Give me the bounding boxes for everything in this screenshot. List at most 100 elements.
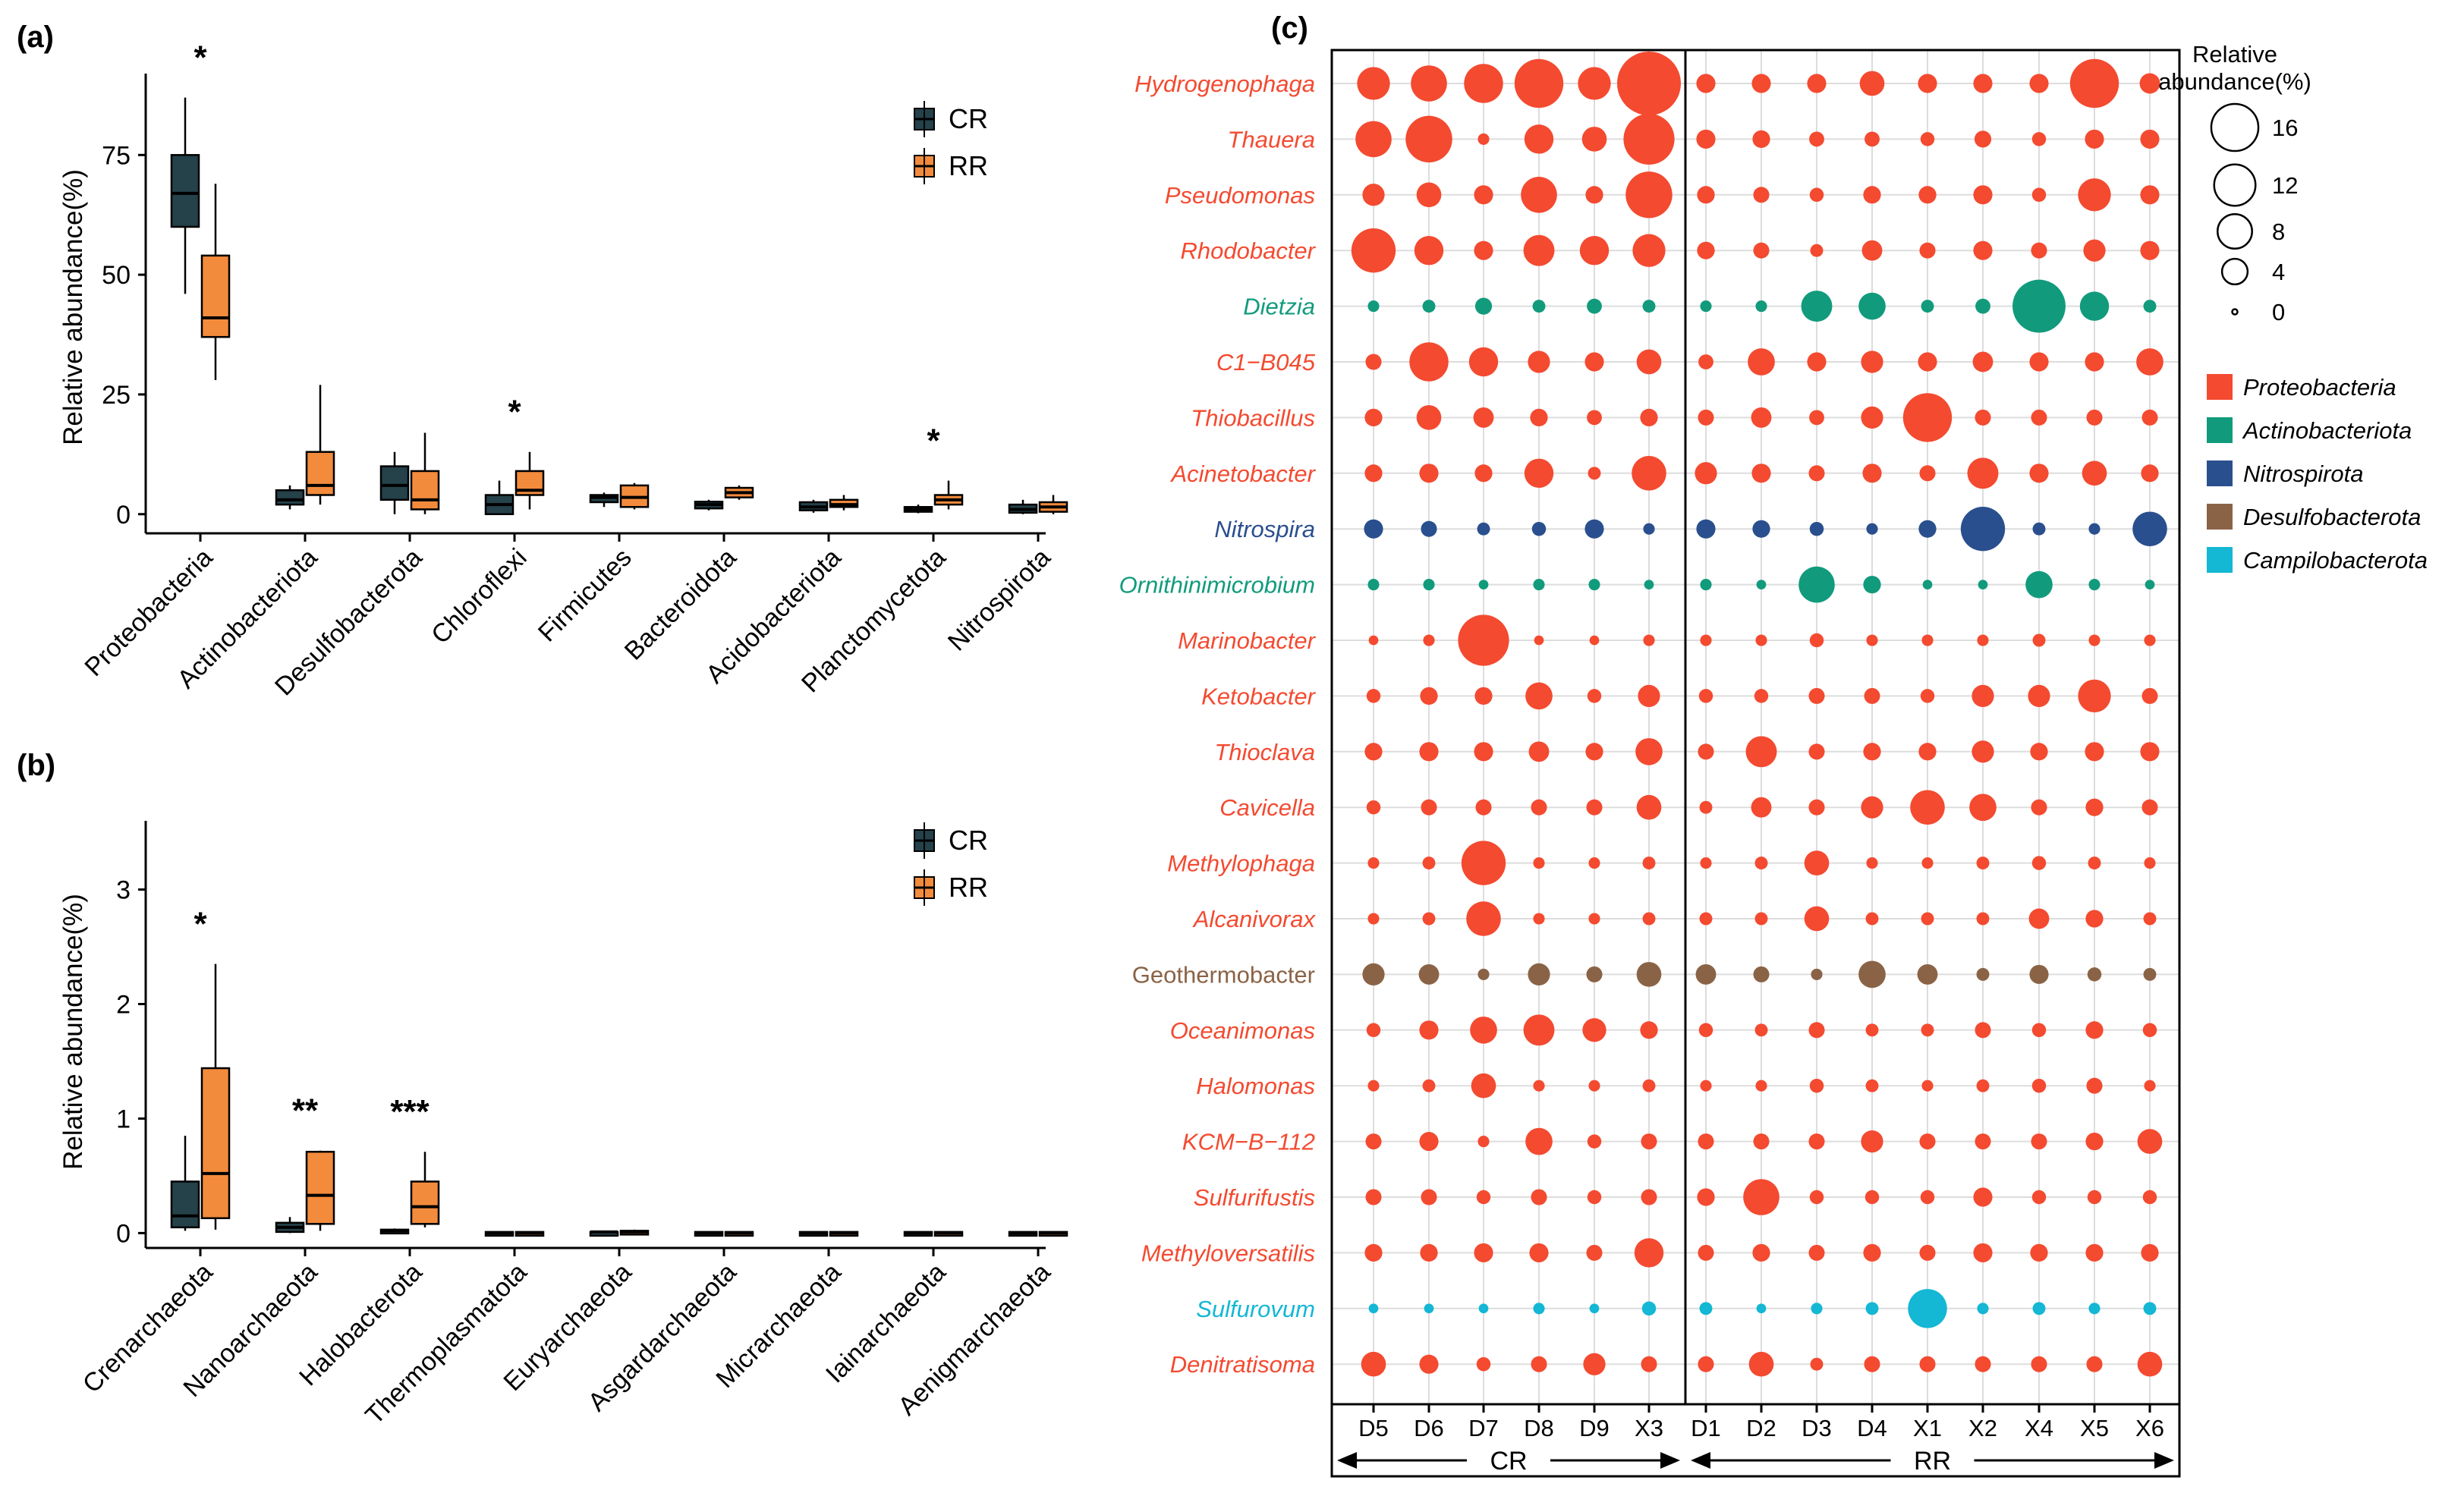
bubble-acinetobacter-x4 (2029, 464, 2049, 483)
bubble-sulfurovum-x4 (2032, 1302, 2046, 1315)
bubble-marinobacter-d5 (1368, 635, 1379, 646)
bubble-thiobacillus-d7 (1473, 407, 1494, 428)
bubble-thauera-x3 (1623, 113, 1675, 165)
panel-a-legend-cr-label: CR (949, 103, 988, 134)
bubble-hydrogenophaga-d7 (1464, 64, 1503, 103)
bubble-rhodobacter-x2 (1973, 240, 1993, 260)
bubble-ornithinimicrobium-d1 (1700, 579, 1712, 591)
bubble-ketobacter-x6 (2141, 687, 2158, 704)
bubble-methyloversatilis-d8 (1529, 1243, 1549, 1262)
bubble-dietzia-x4 (2012, 279, 2066, 333)
sample-label-x4: X4 (2025, 1415, 2053, 1441)
size-legend-circle (2231, 308, 2239, 316)
bubble-sulfurifustis-d8 (1531, 1189, 1547, 1205)
bubble-halomonas-d4 (1865, 1079, 1879, 1092)
b-significance-mark: *** (390, 1093, 430, 1130)
bubble-dietzia-d4 (1858, 292, 1886, 320)
bubble-acinetobacter-d8 (1524, 458, 1554, 489)
bubble-geothermobacter-x4 (2029, 964, 2049, 984)
size-legend-title-2: abundance(%) (2158, 68, 2311, 95)
bubble-sulfurovum-x5 (2088, 1303, 2101, 1315)
sample-label-d9: D9 (1579, 1415, 1610, 1441)
bubble-geothermobacter-d7 (1477, 968, 1490, 980)
bubble-methylophaga-d6 (1422, 857, 1436, 870)
bubble-hydrogenophaga-x2 (1973, 74, 1993, 93)
bubble-oceanimonas-d6 (1419, 1020, 1439, 1040)
bubble-oceanimonas-d1 (1698, 1023, 1713, 1038)
size-legend-circle (2217, 213, 2253, 250)
bubble-pseudomonas-d7 (1474, 185, 1493, 205)
bubble-oceanimonas-x4 (2031, 1023, 2047, 1038)
bubble-dietzia-d5 (1367, 300, 1380, 313)
sample-label-x3: X3 (1635, 1415, 1663, 1441)
panel-a-legend: CR RR (914, 101, 988, 184)
bubble-sulfurifustis-d1 (1697, 1188, 1715, 1206)
bubble-marinobacter-d7 (1458, 614, 1509, 666)
bubble-rhodobacter-d1 (1697, 241, 1715, 259)
panel-a-legend-rr-label: RR (949, 150, 988, 181)
bubble-rhodobacter-x3 (1632, 234, 1666, 267)
bubble-thauera-x5 (2085, 129, 2104, 149)
bubble-rhodobacter-d2 (1753, 242, 1770, 259)
b-ytick-label: 0 (116, 1219, 131, 1248)
bubble-oceanimonas-x5 (2085, 1021, 2104, 1039)
bubble-kcm−b−112-d7 (1477, 1136, 1490, 1148)
bubble-alcanivorax-d6 (1422, 912, 1436, 926)
a-ytick-label: 50 (102, 261, 131, 290)
bubble-marinobacter-d9 (1589, 635, 1600, 646)
bubble-acinetobacter-d3 (1808, 465, 1825, 482)
b-box-cr (170, 1180, 200, 1229)
sample-label-x1: X1 (1913, 1415, 1942, 1441)
bubble-ornithinimicrobium-x5 (2088, 579, 2101, 591)
bubble-methylophaga-d5 (1367, 857, 1380, 869)
bubble-geothermobacter-d2 (1753, 966, 1770, 982)
bubble-denitratisoma-x3 (1641, 1356, 1657, 1372)
bubble-pseudomonas-d1 (1697, 186, 1715, 204)
bubble-nitrospira-x3 (1643, 523, 1655, 535)
bubble-alcanivorax-d2 (1754, 912, 1768, 926)
sample-label-x2: X2 (1968, 1415, 1997, 1441)
bubble-sulfurovum-x6 (2143, 1302, 2157, 1315)
bubble-dietzia-d6 (1422, 300, 1436, 313)
bubble-dietzia-x6 (2143, 300, 2157, 313)
bubble-thioclava-d9 (1585, 743, 1603, 761)
b-ytick-label: 1 (116, 1105, 131, 1133)
bubble-hydrogenophaga-d3 (1807, 74, 1827, 93)
bubble-nitrospira-x4 (2032, 522, 2046, 536)
bubble-alcanivorax-x5 (2085, 910, 2104, 928)
bubble-kcm−b−112-d4 (1861, 1130, 1883, 1153)
bubble-cavicella-x6 (2141, 799, 2158, 816)
bubble-thioclava-x6 (2140, 742, 2160, 762)
bubble-thauera-d5 (1355, 121, 1392, 158)
bubble-halomonas-d3 (1809, 1078, 1824, 1093)
bubble-sulfurovum-d3 (1811, 1303, 1823, 1315)
bubble-thiobacillus-d4 (1861, 406, 1883, 429)
bubble-sulfurifustis-d5 (1365, 1189, 1382, 1205)
bubble-marinobacter-x1 (1921, 634, 1934, 646)
bubble-marinobacter-d6 (1423, 634, 1435, 646)
bubble-sulfurifustis-x5 (2087, 1190, 2102, 1205)
bubble-kcm−b−112-d2 (1753, 1133, 1770, 1150)
bubble-acinetobacter-x3 (1632, 456, 1666, 491)
bubble-pseudomonas-d5 (1362, 184, 1385, 206)
bubble-halomonas-d9 (1588, 1080, 1600, 1092)
bubble-nitrospira-d9 (1584, 519, 1604, 539)
size-legend-circle (2210, 102, 2260, 152)
sample-label-d3: D3 (1802, 1415, 1832, 1441)
bubble-ornithinimicrobium-x2 (1978, 580, 1988, 589)
bubble-oceanimonas-x6 (2142, 1023, 2157, 1038)
row-label-thiobacillus: Thiobacillus (1191, 404, 1315, 431)
bubble-oceanimonas-x1 (1921, 1023, 1934, 1037)
row-label-acinetobacter: Acinetobacter (1169, 460, 1316, 487)
bubble-ketobacter-x5 (2078, 679, 2111, 713)
bubble-pseudomonas-x3 (1625, 171, 1673, 218)
bubble-thauera-d2 (1752, 130, 1770, 149)
row-label-pseudomonas: Pseudomonas (1165, 182, 1315, 209)
bubble-sulfurovum-d7 (1478, 1303, 1489, 1314)
bubble-halomonas-d2 (1755, 1080, 1767, 1092)
bubble-methylophaga-x4 (2031, 856, 2047, 870)
bubble-c1−b045-x6 (2136, 348, 2163, 376)
bubble-methyloversatilis-x1 (1919, 1244, 1936, 1261)
bubble-halomonas-d6 (1422, 1079, 1436, 1092)
